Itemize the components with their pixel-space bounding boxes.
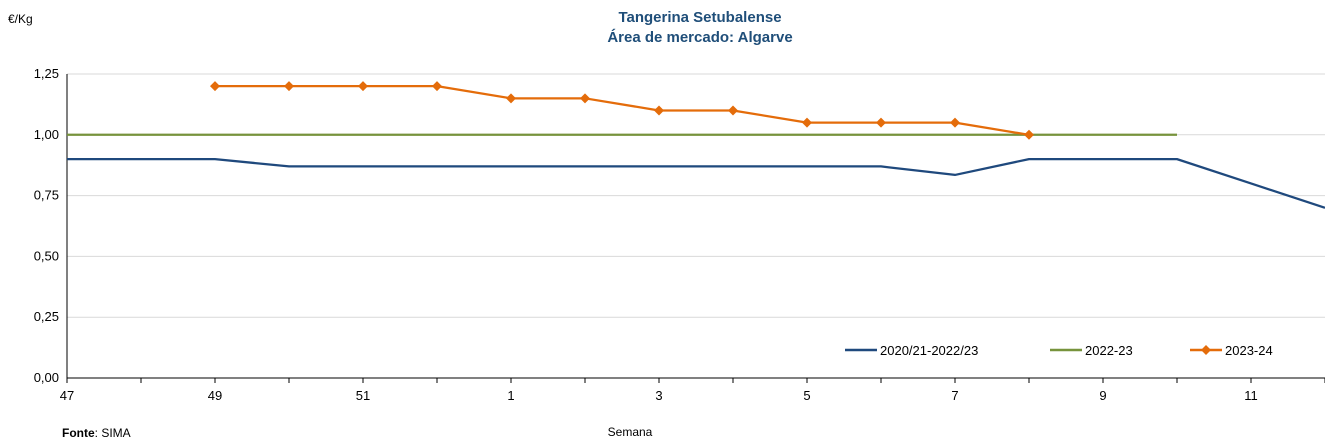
axes [66, 74, 1325, 383]
chart-title-block: Tangerina Setubalense Área de mercado: A… [300, 8, 1100, 48]
x-tick-label: 7 [951, 388, 958, 403]
legend-marker [1201, 345, 1211, 355]
legend-label: 2020/21-2022/23 [880, 343, 978, 358]
data-point [876, 117, 886, 128]
data-point [284, 81, 294, 92]
y-axis-unit: €/Kg [8, 12, 33, 26]
series-line-0 [67, 157, 1325, 209]
chart-subtitle: Área de mercado: Algarve [607, 29, 793, 46]
data-point [210, 81, 220, 92]
chart-title: Tangerina Setubalense [618, 9, 782, 26]
x-tick-label: 11 [1244, 388, 1258, 403]
y-tick-label: 1,00 [34, 127, 59, 142]
y-tick-label: 0,50 [34, 248, 59, 263]
x-tick-labels: 47 49 51 1 3 5 7 9 11 [60, 388, 1258, 403]
data-point [654, 105, 664, 116]
data-point [580, 93, 590, 104]
series-line-2 [215, 85, 1030, 136]
y-tick-labels: 0,00 0,25 0,50 0,75 1,00 1,25 [34, 66, 59, 385]
data-point [358, 81, 368, 92]
source-note: Fonte: SIMA [62, 426, 131, 440]
x-tick-label: 1 [507, 388, 514, 403]
x-tick-label: 47 [60, 388, 74, 403]
series-lines [67, 81, 1325, 209]
y-tick-label: 0,75 [34, 188, 59, 203]
x-tick-label: 51 [356, 388, 370, 403]
source-label: Fonte [62, 426, 95, 440]
legend-label: 2023-24 [1225, 343, 1273, 358]
legend: 2020/21-2022/23 2022-23 2023-24 [845, 343, 1273, 358]
data-point [728, 105, 738, 116]
y-tick-label: 0,00 [34, 370, 59, 385]
legend-label: 2022-23 [1085, 343, 1133, 358]
data-point [950, 117, 960, 128]
data-point [432, 81, 442, 92]
x-tick-label: 5 [803, 388, 810, 403]
y-tick-label: 0,25 [34, 309, 59, 324]
x-tick-label: 9 [1099, 388, 1106, 403]
x-axis-label: Semana [608, 425, 653, 439]
data-point [802, 117, 812, 128]
x-tick-label: 3 [655, 388, 662, 403]
x-tick-label: 49 [208, 388, 222, 403]
source-value: : SIMA [94, 426, 131, 440]
data-point [506, 93, 516, 104]
y-tick-label: 1,25 [34, 66, 59, 81]
data-point [1024, 129, 1034, 140]
